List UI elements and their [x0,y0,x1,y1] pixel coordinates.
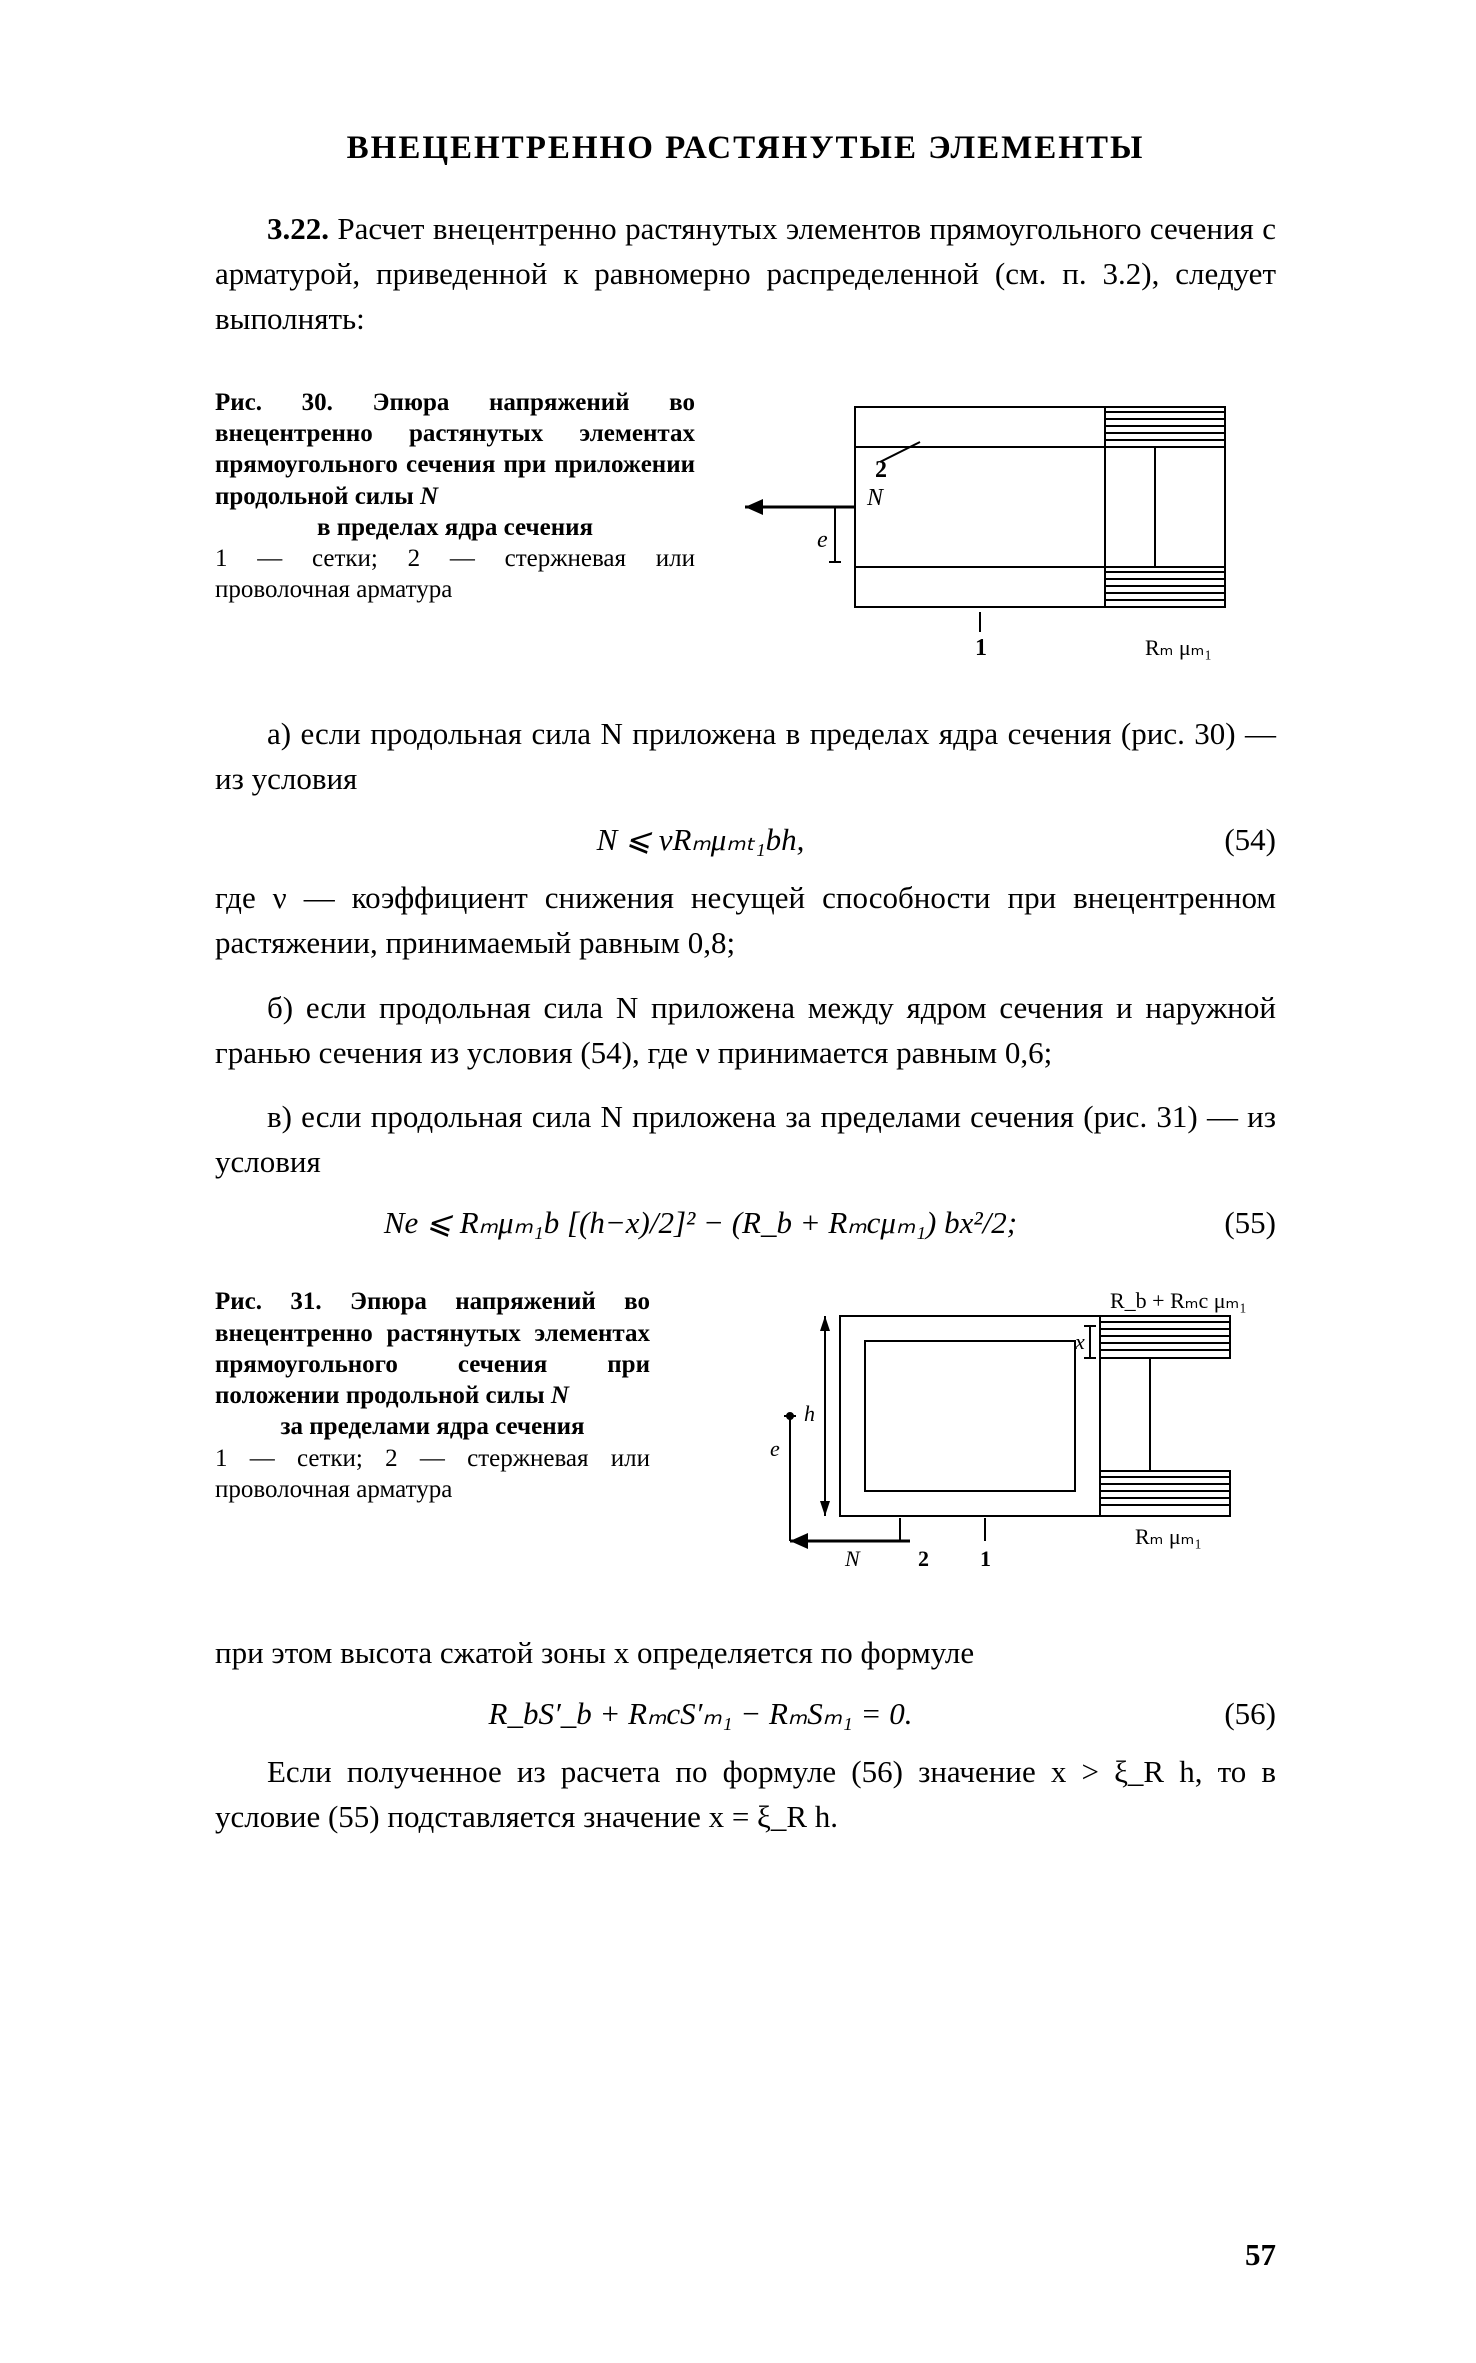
figure-31-caption: Рис. 31. Эпюра напряжений во внецентренн… [215,1286,650,1505]
fig31-title-N: N [551,1382,569,1409]
fig30-lbl-e: e [817,527,828,553]
fig30-title-b: в пределах ядра сечения [215,512,695,543]
para-3-22: 3.22. Расчет внецентренно растянутых эле… [215,207,1276,342]
fig30-lbl-Rm: Rₘ μₘ₁ [1145,635,1212,660]
fig31-lbl-1: 1 [980,1546,991,1571]
para-b: б) если продольная сила N приложена межд… [215,986,1276,1076]
page-number: 57 [1245,2237,1276,2273]
fig31-title-b: за пределами ядра сечения [215,1411,650,1442]
figure-30-block: Рис. 30. Эпюра напряжений во внецентренн… [215,387,1276,672]
figure-30-caption: Рис. 30. Эпюра напряжений во внецентренн… [215,387,695,606]
figure-31-diagram: R_b + Rₘc μₘ₁ x h e N 2 1 Rₘ μₘ₁ [680,1286,1260,1586]
formula-55-num: (55) [1186,1205,1276,1241]
fig31-lbl-top: R_b + Rₘc μₘ₁ [1110,1288,1247,1313]
fig31-lbl-h: h [804,1401,815,1426]
figure-31-block: Рис. 31. Эпюра напряжений во внецентренн… [215,1286,1276,1591]
formula-55-row: Ne ⩽ Rₘμₘ₁b [(h−x)/2]² − (R_b + Rₘcμₘ₁) … [215,1205,1276,1241]
figure-30-svg-wrap: 2 N e 1 Rₘ μₘ₁ [725,387,1276,672]
para-a: а) если продольная сила N приложена в пр… [215,712,1276,802]
fig31-legend: 1 — сетки; 2 — стержневая или проволочна… [215,1445,650,1503]
fig31-lbl-N: N [844,1546,861,1571]
fig30-legend: 1 — сетки; 2 — стержневая или проволочна… [215,545,695,603]
formula-56: R_bS′_b + RₘcS′ₘ₁ − RₘSₘ₁ = 0. [215,1696,1186,1732]
para-3-22-num: 3.22. [267,211,329,246]
para-last: Если полученное из расчета по формуле (5… [215,1750,1276,1840]
para-3-22-text: Расчет внецентренно растянутых элементов… [215,211,1276,336]
fig31-lbl-2: 2 [918,1546,929,1571]
formula-56-row: R_bS′_b + RₘcS′ₘ₁ − RₘSₘ₁ = 0. (56) [215,1696,1276,1732]
fig30-lbl-N: N [866,485,885,511]
para-after-fig31: при этом высота сжатой зоны x определяет… [215,1631,1276,1676]
fig31-lbl-e: e [770,1436,780,1461]
fig31-title-a: Рис. 31. Эпюра напряжений во внецентренн… [215,1288,650,1409]
para-after-54: где ν — коэффициент снижения несущей спо… [215,876,1276,966]
fig30-title-N: N [420,483,438,510]
formula-56-num: (56) [1186,1696,1276,1732]
formula-54-num: (54) [1186,822,1276,858]
section-title: ВНЕЦЕНТРЕННО РАСТЯНУТЫЕ ЭЛЕМЕНТЫ [215,130,1276,167]
fig31-lbl-x: x [1074,1329,1085,1354]
formula-54: N ⩽ νRₘμₘₜ₁bh, [215,822,1186,858]
fig31-lbl-bot: Rₘ μₘ₁ [1135,1524,1202,1549]
fig30-lbl-2: 2 [875,457,887,483]
formula-55: Ne ⩽ Rₘμₘ₁b [(h−x)/2]² − (R_b + Rₘcμₘ₁) … [215,1205,1186,1241]
figure-31-svg-wrap: R_b + Rₘc μₘ₁ x h e N 2 1 Rₘ μₘ₁ [680,1286,1276,1591]
fig30-title-a: Рис. 30. Эпюра напряжений во внецентренн… [215,389,695,510]
fig30-lbl-1: 1 [975,635,987,661]
figure-30-diagram: 2 N e 1 Rₘ μₘ₁ [725,387,1245,667]
page: ВНЕЦЕНТРЕННО РАСТЯНУТЫЕ ЭЛЕМЕНТЫ 3.22. Р… [0,0,1476,2363]
formula-54-row: N ⩽ νRₘμₘₜ₁bh, (54) [215,822,1276,858]
para-c: в) если продольная сила N приложена за п… [215,1095,1276,1185]
